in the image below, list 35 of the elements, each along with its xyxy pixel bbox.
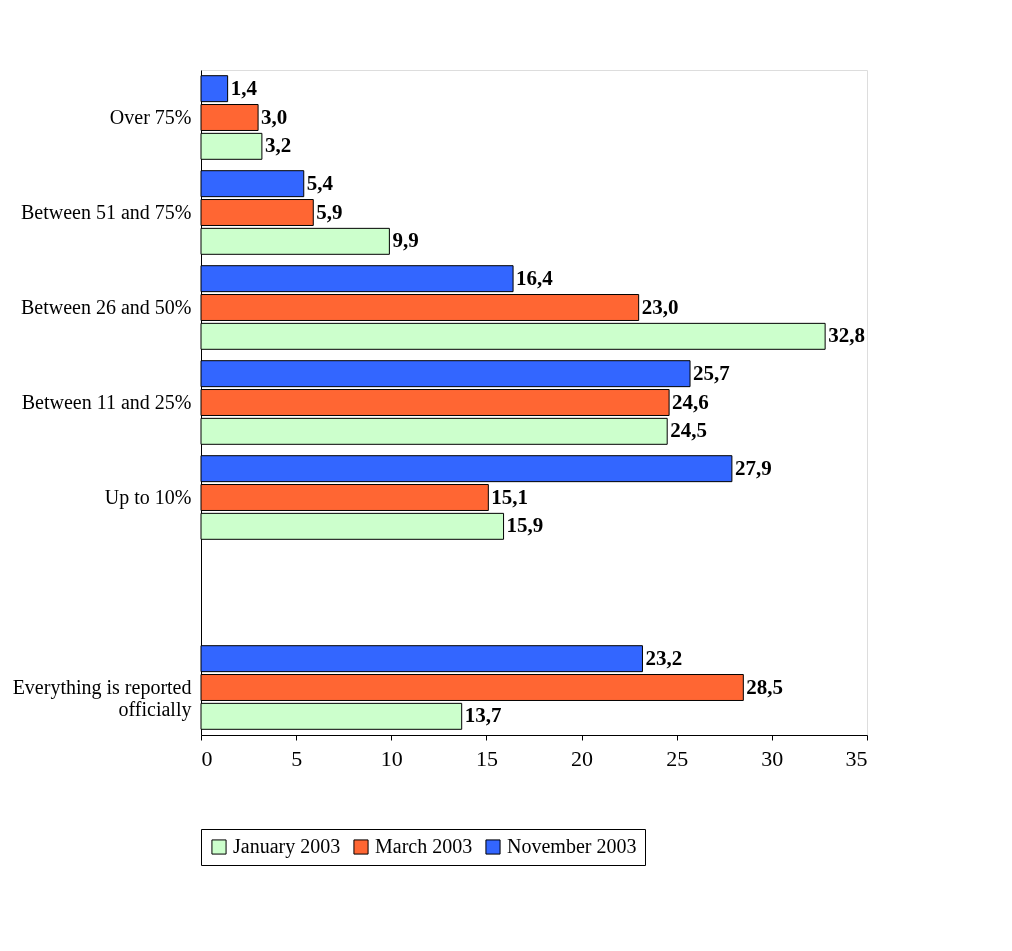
legend-label: November 2003: [507, 835, 637, 857]
data-label: 5,4: [306, 170, 334, 195]
data-label: 3,2: [264, 133, 292, 158]
legend-label: March 2003: [375, 835, 473, 857]
data-label: 15,9: [506, 513, 544, 538]
data-label: 3,0: [261, 104, 288, 129]
data-label: 1,4: [230, 75, 258, 100]
x-tick-label: 35: [845, 745, 868, 771]
data-label: 28,5: [746, 674, 784, 699]
y-tick-label: Up to 10%: [104, 485, 192, 509]
y-tick-label: Between 51 and 75%: [20, 200, 192, 223]
x-tick-label: 25: [666, 745, 689, 771]
x-tick-label: 30: [761, 745, 784, 771]
y-tick-label: Between 11 and 25%: [21, 390, 192, 413]
x-tick-label: 0: [201, 745, 213, 771]
legend-label: January 2003: [233, 835, 341, 858]
y-tick-label: Everything is reported officially: [12, 675, 192, 721]
data-label: 25,7: [693, 360, 730, 385]
data-label: 27,9: [734, 455, 772, 480]
data-label: 16,4: [516, 265, 554, 290]
data-label: 23,0: [641, 294, 679, 319]
data-label: 5,9: [316, 199, 343, 224]
data-label: 13,7: [464, 703, 502, 728]
data-label: 32,8: [828, 323, 865, 348]
data-label: 24,5: [670, 418, 707, 443]
x-tick-label: 10: [380, 745, 403, 771]
x-tick-label: 15: [475, 745, 498, 771]
data-label: 9,9: [392, 228, 419, 253]
y-tick-label: Over 75%: [109, 105, 192, 128]
data-label: 23,2: [645, 645, 683, 670]
y-tick-label: Between 26 and 50%: [20, 295, 192, 318]
data-label: 24,6: [672, 389, 709, 414]
x-tick-label: 20: [571, 745, 594, 771]
data-label: 15,1: [491, 484, 529, 509]
x-tick-label: 5: [291, 745, 303, 771]
